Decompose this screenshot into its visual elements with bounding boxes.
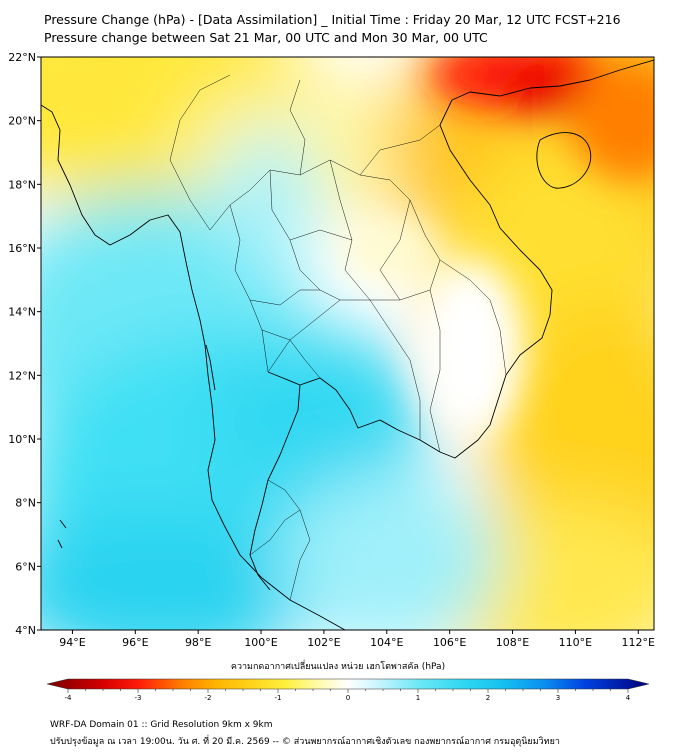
pressure-field (41, 57, 654, 630)
lat-tick-label: 18°N (8, 178, 36, 191)
lat-tick-label: 16°N (8, 242, 36, 255)
colorbar-tick-label: -2 (205, 694, 212, 700)
lon-tick-label: 106°E (433, 636, 466, 649)
footer-update-info: ปรับปรุงข้อมูล ณ เวลา 19:00น. วัน ศ. ที่… (50, 737, 560, 747)
colorbar-title: ความกดอากาศเปลี่ยนแปลง หน่วย เฮกโตพาสคัล… (230, 662, 446, 672)
colorbar-tick-label: 2 (486, 694, 490, 700)
colorbar-tick-label: -1 (275, 694, 282, 700)
lon-tick-label: 110°E (559, 636, 592, 649)
longitude-axis: 94°E 96°E 98°E 100°E 102°E 104°E 106°E 108°E 110… (59, 630, 655, 649)
lat-tick-label: 12°N (8, 369, 36, 382)
lon-tick-label: 104°E (370, 636, 403, 649)
colorbar: -4 -3 -2 -1 0 1 2 3 4 (46, 678, 650, 700)
map-subtitle: Pressure change between Sat 21 Mar, 00 U… (44, 30, 488, 45)
footer-model-info: WRF-DA Domain 01 :: Grid Resolution 9km … (50, 720, 273, 730)
colorbar-tick-label: -4 (65, 694, 73, 700)
province-borders (169, 74, 507, 601)
lon-tick-label: 96°E (122, 636, 148, 649)
lon-tick-label: 98°E (185, 636, 211, 649)
map-title: Pressure Change (hPa) - [Data Assimilati… (44, 12, 621, 27)
colorbar-ticks: -4 -3 -2 -1 0 1 2 3 4 (65, 689, 631, 700)
lat-tick-label: 20°N (8, 115, 36, 128)
colorbar-bar (46, 678, 650, 690)
colorbar-tick-label: 3 (556, 694, 560, 700)
lon-tick-label: 112°E (622, 636, 655, 649)
lon-tick-label: 102°E (307, 636, 340, 649)
pressure-change-map: 4°N 6°N 8°N 10°N 12°N 14°N 16°N 18°N 20°N 22°N 94… (8, 51, 655, 700)
lon-tick-label: 100°E (244, 636, 277, 649)
lat-tick-label: 6°N (15, 560, 36, 573)
lat-tick-label: 22°N (8, 51, 36, 64)
lat-tick-label: 8°N (15, 497, 36, 510)
colorbar-tick-label: 4 (626, 694, 631, 700)
lat-tick-label: 10°N (8, 433, 36, 446)
latitude-axis: 4°N 6°N 8°N 10°N 12°N 14°N 16°N 18°N 20°N 22°N (8, 51, 41, 637)
colorbar-tick-label: -3 (135, 694, 142, 700)
lon-tick-label: 94°E (59, 636, 85, 649)
colorbar-tick-label: 1 (416, 694, 420, 700)
colorbar-tick-label: 0 (346, 694, 350, 700)
lon-tick-label: 108°E (496, 636, 529, 649)
lat-tick-label: 4°N (15, 624, 36, 637)
plot-frame (40, 56, 655, 631)
lat-tick-label: 14°N (8, 306, 36, 319)
coastlines (41, 59, 654, 630)
